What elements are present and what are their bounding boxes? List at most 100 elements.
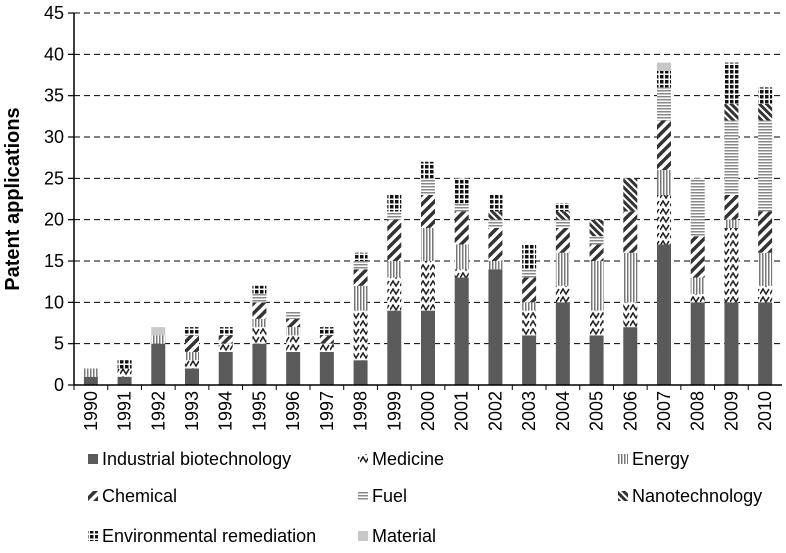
legend-swatch-environmental-remediation	[88, 531, 98, 541]
legend-swatch-industrial-biotechnology	[88, 454, 98, 464]
bar-2004-nanotechnology	[555, 211, 570, 220]
x-tick-label-1995: 1995	[249, 391, 269, 431]
bar-2001-environmental-remediation	[454, 178, 469, 204]
bar-1993-medicine	[185, 360, 199, 369]
legend-label-medicine: Medicine	[372, 449, 444, 469]
bar-1990-energy	[83, 368, 98, 377]
bar-1996-chemical	[286, 318, 301, 328]
bar-2006-chemical	[623, 211, 638, 253]
bar-2010-medicine	[758, 285, 773, 303]
bar-2001-industrial-biotechnology	[454, 277, 469, 385]
bar-1991-environmental-remediation	[117, 360, 132, 369]
bar-2009-fuel	[724, 120, 739, 195]
bar-1997-chemical	[319, 335, 334, 344]
bar-2005-chemical	[589, 244, 604, 261]
bar-1998-chemical	[353, 269, 368, 286]
legend-swatch-energy	[618, 454, 628, 464]
bar-1997-industrial-biotechnology	[319, 351, 334, 385]
bar-2008-chemical	[690, 236, 705, 278]
bar-1995-industrial-biotechnology	[252, 343, 267, 385]
bar-1995-energy	[252, 318, 267, 328]
bar-2004-medicine	[555, 285, 570, 303]
legend-label-energy: Energy	[632, 449, 689, 469]
bar-2005-industrial-biotechnology	[589, 335, 604, 385]
bar-2003-chemical	[522, 277, 537, 303]
bar-2005-nanotechnology	[589, 219, 604, 237]
bar-1993-chemical	[185, 335, 199, 352]
x-tick-label-2000: 2000	[418, 391, 438, 431]
x-tick-label-2009: 2009	[721, 391, 741, 431]
bar-2006-medicine	[623, 302, 638, 328]
x-tick-label-1996: 1996	[283, 391, 303, 431]
x-tick-label-1993: 1993	[182, 391, 202, 431]
y-tick-label-15: 15	[44, 251, 64, 271]
bar-1996-energy	[286, 327, 301, 336]
bar-1994-industrial-biotechnology	[218, 351, 233, 385]
x-tick-label-2004: 2004	[553, 391, 573, 431]
bar-1992-industrial-biotechnology	[151, 343, 166, 385]
bar-2010-industrial-biotechnology	[758, 302, 773, 385]
y-tick-label-20: 20	[44, 210, 64, 230]
bar-2000-energy	[421, 227, 435, 261]
bar-2000-fuel	[421, 178, 435, 195]
y-axis-label: Patent applications	[2, 107, 24, 290]
x-tick-label-1998: 1998	[351, 391, 371, 431]
bar-2010-energy	[758, 252, 773, 286]
bar-2002-chemical	[488, 227, 503, 261]
x-tick-label-2001: 2001	[452, 391, 472, 431]
bar-2010-environmental-remediation	[758, 87, 773, 104]
bar-2009-nanotechnology	[724, 103, 739, 121]
x-tick-label-2005: 2005	[587, 391, 607, 431]
bar-2001-energy	[454, 244, 469, 270]
bar-2002-nanotechnology	[488, 211, 503, 220]
y-tick-labels: 0 5 10 15 20 25 30 35 40 45	[44, 3, 74, 395]
bar-2006-nanotechnology	[623, 178, 638, 212]
bar-1998-environmental-remediation	[353, 252, 368, 261]
bar-1995-environmental-remediation	[252, 285, 267, 295]
bar-1991-industrial-biotechnology	[117, 376, 132, 385]
bar-1999-energy	[387, 261, 402, 278]
legend-label-nanotechnology: Nanotechnology	[632, 486, 762, 506]
x-tick-label-2007: 2007	[654, 391, 674, 431]
bar-1993-industrial-biotechnology	[185, 368, 199, 385]
legend-label-environmental-remediation: Environmental remediation	[102, 526, 316, 546]
bar-2004-energy	[555, 252, 570, 286]
bar-2007-energy	[657, 170, 671, 195]
legend-label-industrial-biotechnology: Industrial biotechnology	[102, 449, 291, 469]
legend-swatch-medicine	[358, 454, 368, 464]
x-tick-label-1990: 1990	[81, 391, 101, 431]
x-tick-label-2003: 2003	[519, 391, 539, 431]
bar-1994-environmental-remediation	[218, 327, 233, 336]
bar-1997-environmental-remediation	[319, 327, 334, 336]
bar-2003-environmental-remediation	[522, 244, 537, 270]
x-tick-label-2010: 2010	[755, 391, 775, 431]
bar-2004-chemical	[555, 227, 570, 253]
bar-1994-medicine	[218, 343, 233, 352]
bar-2008-energy	[690, 277, 705, 295]
y-tick-label-5: 5	[54, 334, 64, 354]
bar-1999-chemical	[387, 219, 402, 261]
legend-swatch-material	[358, 531, 368, 541]
bar-2002-energy	[488, 261, 503, 270]
bar-2003-medicine	[522, 310, 537, 336]
bar-1999-fuel	[387, 211, 402, 220]
bar-2001-chemical	[454, 211, 469, 245]
bar-2007-material	[657, 62, 671, 71]
bar-2009-energy	[724, 219, 739, 228]
x-tick-label-2002: 2002	[485, 391, 505, 431]
legend-label-material: Material	[372, 526, 436, 546]
bar-1992-energy	[151, 335, 166, 344]
bar-2006-industrial-biotechnology	[623, 327, 638, 385]
x-tick-label-2008: 2008	[688, 391, 708, 431]
y-tick-label-30: 30	[44, 127, 64, 147]
legend-label-fuel: Fuel	[372, 486, 407, 506]
legend-label-chemical: Chemical	[102, 486, 177, 506]
bar-1993-energy	[185, 351, 199, 361]
x-tick-labels: 1990 1991 1992 1993 1994 1995 1996 1997 1998 1999…	[73, 385, 775, 431]
bar-1999-industrial-biotechnology	[387, 310, 402, 385]
y-tick-label-45: 45	[44, 3, 64, 23]
bar-2004-fuel	[555, 219, 570, 228]
bar-1995-fuel	[252, 294, 267, 303]
bar-1998-industrial-biotechnology	[353, 360, 368, 385]
bar-2007-fuel	[657, 87, 671, 121]
